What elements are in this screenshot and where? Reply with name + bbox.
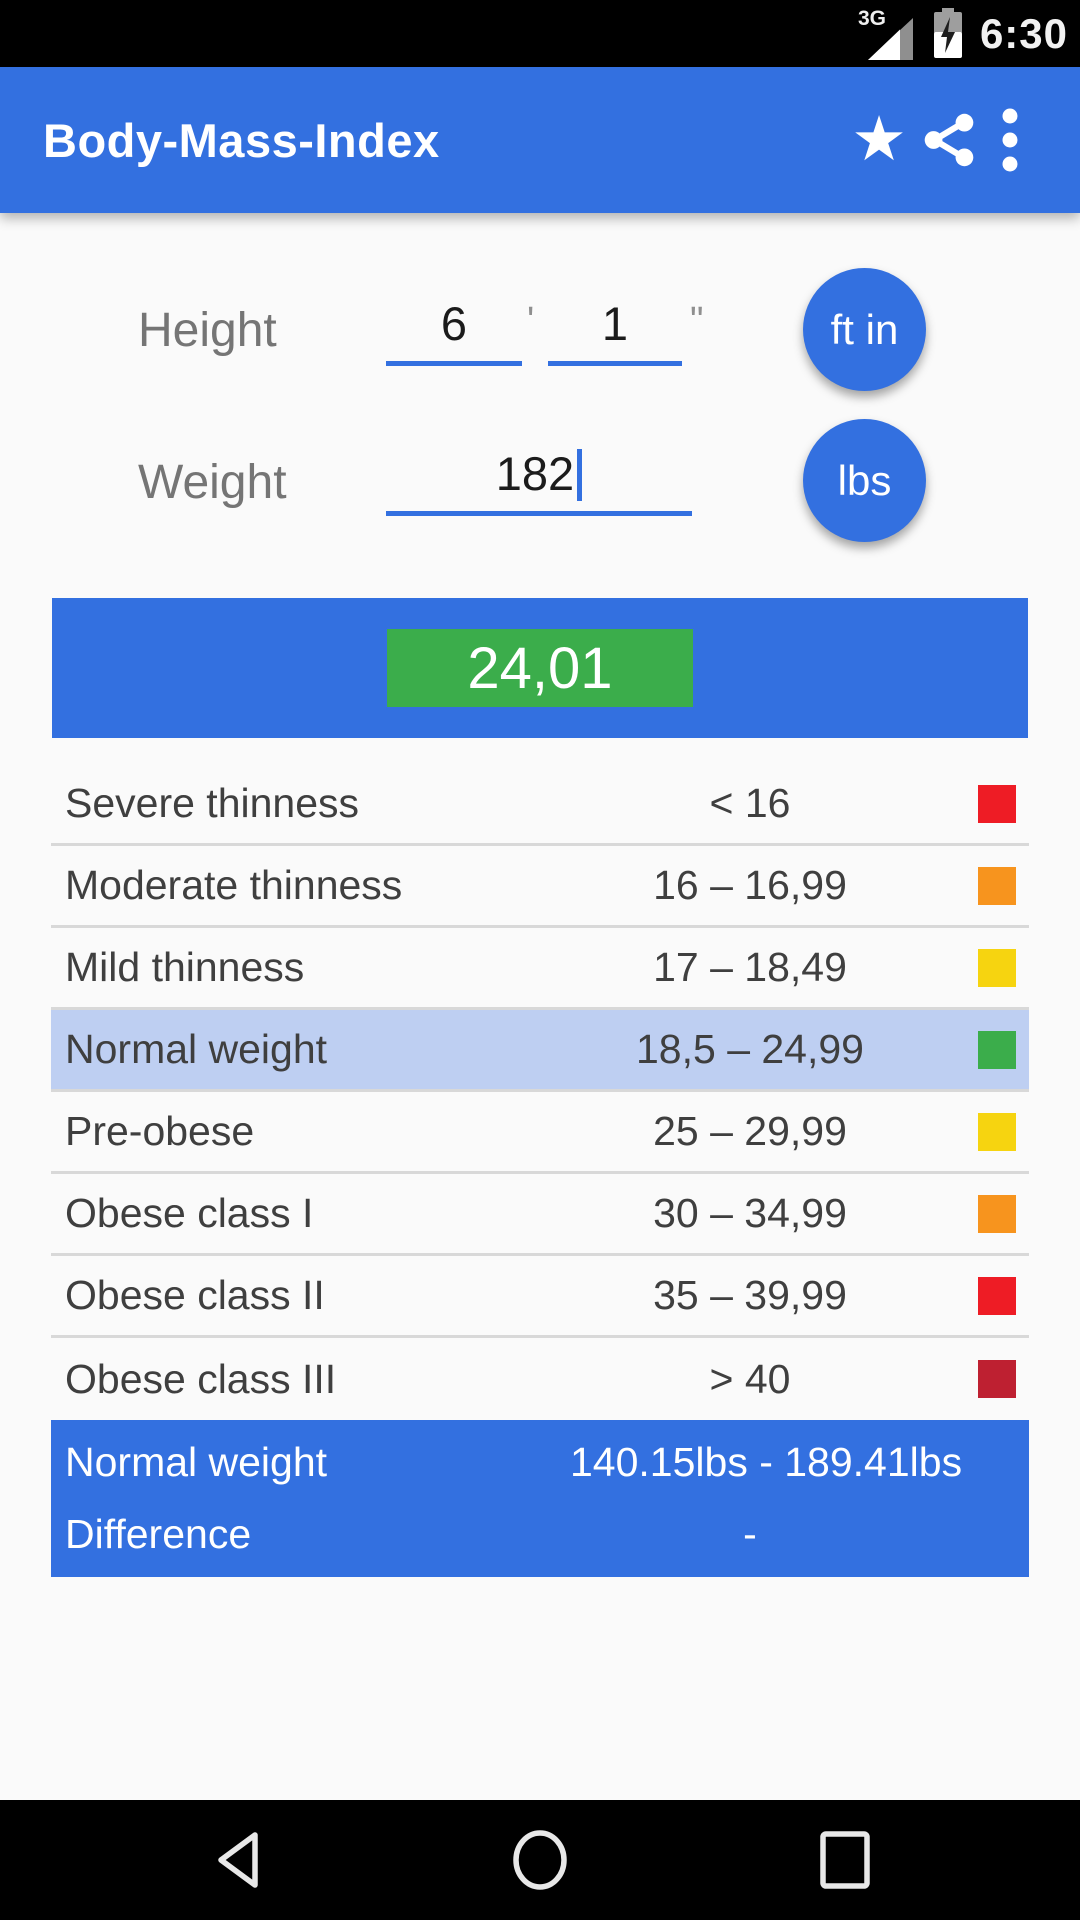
- category-color-swatch: [978, 1276, 1016, 1315]
- back-button[interactable]: [157, 1800, 317, 1920]
- overflow-menu-button[interactable]: [984, 95, 1036, 185]
- height-inches-value: 1: [601, 297, 629, 350]
- summary-value: 140.15lbs - 189.41lbs: [570, 1438, 963, 1485]
- category-label: Severe thinness: [65, 780, 360, 826]
- height-feet-input[interactable]: 6: [386, 278, 522, 366]
- category-color-swatch: [978, 1194, 1016, 1233]
- summary-value: -: [743, 1511, 757, 1558]
- inches-mark: ": [690, 300, 704, 342]
- table-row: Obese class III > 40: [51, 1338, 1029, 1420]
- weight-unit-button[interactable]: lbs: [803, 419, 926, 542]
- app-bar: Body-Mass-Index ★: [0, 67, 1080, 213]
- recents-button[interactable]: [765, 1800, 925, 1920]
- signal-triangle-icon: [867, 17, 913, 60]
- category-range: 17 – 18,49: [653, 944, 847, 990]
- summary-label: Normal weight: [65, 1438, 328, 1485]
- category-range: 35 – 39,99: [653, 1272, 847, 1318]
- category-color-swatch: [978, 1112, 1016, 1151]
- summary-row: Difference -: [51, 1511, 1029, 1558]
- recents-square-icon: [820, 1831, 870, 1889]
- status-bar: 3G 6:30: [0, 0, 1080, 67]
- table-row: Moderate thinness 16 – 16,99: [51, 846, 1029, 928]
- category-label: Pre-obese: [65, 1108, 255, 1154]
- status-time: 6:30: [979, 9, 1068, 57]
- share-icon: [924, 113, 974, 167]
- bmi-result-banner: 24,01: [52, 598, 1028, 738]
- category-color-swatch: [978, 784, 1016, 823]
- category-range: 25 – 29,99: [653, 1108, 847, 1154]
- height-feet-value: 6: [440, 297, 468, 350]
- category-label: Mild thinness: [65, 944, 305, 990]
- text-cursor: [577, 449, 583, 501]
- category-label: Normal weight: [65, 1026, 328, 1072]
- weight-value: 182: [495, 447, 575, 500]
- height-inches-input[interactable]: 1: [548, 278, 682, 366]
- result-summary-panel: Normal weight 140.15lbs - 189.41lbs Diff…: [51, 1420, 1029, 1577]
- summary-label: Difference: [65, 1511, 252, 1558]
- category-range: < 16: [709, 780, 791, 826]
- category-label: Obese class I: [65, 1190, 314, 1236]
- category-color-swatch: [978, 1030, 1016, 1069]
- bmi-value-box: 24,01: [387, 629, 693, 707]
- home-circle-icon: [513, 1830, 567, 1890]
- table-row-highlighted: Normal weight 18,5 – 24,99: [51, 1010, 1029, 1092]
- android-nav-bar: [0, 1800, 1080, 1920]
- category-color-swatch: [978, 1360, 1016, 1398]
- star-icon: ★: [851, 105, 907, 174]
- weight-label: Weight: [138, 456, 287, 509]
- feet-mark: ': [527, 300, 535, 342]
- table-row: Obese class II 35 – 39,99: [51, 1256, 1029, 1338]
- category-color-swatch: [978, 866, 1016, 905]
- share-button[interactable]: [914, 95, 984, 185]
- cellular-signal-icon: 3G: [858, 7, 916, 61]
- category-range: > 40: [709, 1355, 791, 1402]
- page-title: Body-Mass-Index: [43, 113, 440, 167]
- category-label: Obese class III: [65, 1355, 337, 1402]
- height-unit-button[interactable]: ft in: [803, 268, 926, 391]
- network-type-label: 3G: [857, 6, 886, 30]
- bmi-category-table: Severe thinness < 16 Moderate thinness 1…: [51, 764, 1029, 1420]
- table-row: Obese class I 30 – 34,99: [51, 1174, 1029, 1256]
- category-range: 16 – 16,99: [653, 862, 847, 908]
- table-row: Pre-obese 25 – 29,99: [51, 1092, 1029, 1174]
- back-triangle-icon: [218, 1832, 258, 1888]
- more-vert-icon: [1002, 108, 1018, 172]
- height-label: Height: [138, 304, 277, 357]
- category-range: 18,5 – 24,99: [636, 1026, 864, 1072]
- home-button[interactable]: [460, 1800, 620, 1920]
- bmi-value: 24,01: [467, 635, 613, 701]
- category-range: 30 – 34,99: [653, 1190, 847, 1236]
- category-label: Obese class II: [65, 1272, 325, 1318]
- category-color-swatch: [978, 948, 1016, 987]
- favorite-button[interactable]: ★: [844, 95, 914, 185]
- category-label: Moderate thinness: [65, 862, 403, 908]
- table-row: Mild thinness 17 – 18,49: [51, 928, 1029, 1010]
- battery-charging-icon: [933, 7, 962, 58]
- summary-row: Normal weight 140.15lbs - 189.41lbs: [51, 1439, 1029, 1486]
- table-row: Severe thinness < 16: [51, 764, 1029, 846]
- weight-input[interactable]: 182: [386, 428, 692, 516]
